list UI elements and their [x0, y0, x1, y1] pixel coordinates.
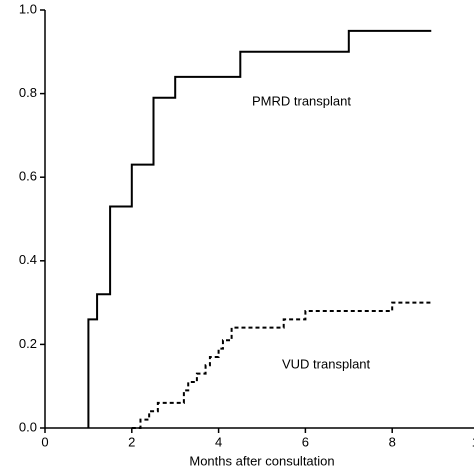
x-tick-label: 4: [215, 434, 222, 449]
y-tick-label: 1.0: [19, 1, 37, 16]
y-tick-label: 0.6: [19, 169, 37, 184]
series-annotation: PMRD transplant: [252, 93, 351, 108]
x-tick-label: 8: [389, 434, 396, 449]
series-annotation: VUD transplant: [282, 356, 371, 371]
y-tick-label: 0.8: [19, 85, 37, 100]
x-axis-label: Months after consultation: [189, 453, 334, 468]
x-tick-label: 2: [128, 434, 135, 449]
step-line: [87, 29, 432, 428]
y-tick-label: 0.0: [19, 419, 37, 434]
y-tick-label: 0.2: [19, 336, 37, 351]
x-tick-label: 6: [302, 434, 309, 449]
x-tick-label: 10: [472, 434, 474, 449]
y-tick-label: 0.4: [19, 252, 37, 267]
x-tick-label: 0: [41, 434, 48, 449]
